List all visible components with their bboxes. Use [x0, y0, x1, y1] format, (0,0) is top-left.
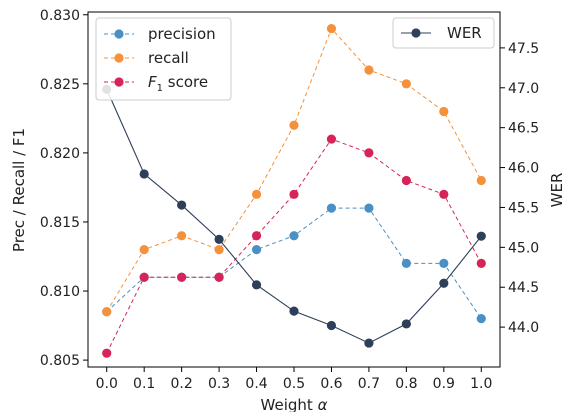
series-point-wer: [326, 320, 337, 331]
x-tick-label: 0.7: [358, 376, 380, 392]
series-line-f1: [106, 138, 482, 354]
series-point-f1: [476, 258, 486, 269]
series-line-precision: [106, 207, 482, 319]
series-point-f1: [364, 148, 374, 158]
series-point-precision: [326, 203, 337, 213]
series-point-f1: [177, 272, 187, 282]
y-axis-right-label: WER: [548, 173, 566, 208]
legend-left-marker: [114, 29, 124, 39]
series-point-wer: [139, 169, 149, 179]
series-point-f1: [439, 189, 449, 199]
x-tick-label: 1.0: [470, 376, 492, 392]
series-point-recall: [439, 106, 449, 117]
legend-left-marker: [114, 53, 124, 63]
series-point-recall: [476, 175, 486, 186]
y-right-tick-label: 45.5: [508, 200, 539, 216]
x-axis: 0.0 0.1 0.2 0.3 0.4 0.5 0.6 0.7 0.8 0.9 1.0: [96, 367, 492, 392]
series-point-wer: [177, 200, 187, 210]
y-left-tick-label: 0.810: [40, 284, 80, 300]
legend-right: WER: [392, 17, 495, 49]
y-left-tick-label: 0.820: [40, 146, 80, 162]
x-tick-label: 0.2: [171, 376, 193, 392]
series-point-f1: [139, 272, 149, 282]
x-axis-label-text: Weight: [261, 396, 318, 412]
y-right-tick-label: 46.5: [508, 121, 539, 137]
series-point-recall: [289, 120, 299, 130]
x-tick-label: 0.6: [320, 376, 342, 392]
legend-left-entries: precision recall F1 score: [104, 25, 216, 94]
series-point-precision: [476, 314, 486, 324]
series-point-recall: [102, 307, 112, 317]
series-point-precision: [439, 258, 449, 269]
legend-left-label: F1 score: [148, 73, 208, 94]
series-point-precision: [251, 244, 262, 255]
series-point-precision: [364, 203, 374, 213]
y-right-tick-label: 45.0: [508, 240, 539, 256]
series-point-f1: [102, 348, 112, 358]
legend-right-box: [392, 17, 495, 49]
y-left-tick-label: 0.815: [40, 215, 80, 231]
x-tick-label: 0.4: [245, 376, 267, 392]
x-tick-label: 0.9: [433, 376, 455, 392]
y-left-tick-label: 0.825: [40, 77, 80, 93]
legend-left: precision recall F1 score: [95, 17, 232, 101]
legend-left-label: precision: [148, 25, 216, 43]
legend-right-marker: [411, 28, 421, 38]
x-tick-label: 0.5: [283, 376, 305, 392]
series-point-wer: [439, 278, 449, 288]
y-left-tick-label: 0.805: [40, 353, 80, 369]
y-right-tick-label: 44.0: [508, 320, 539, 336]
legend-right-label: WER: [447, 24, 482, 42]
series-point-recall: [251, 189, 262, 199]
x-axis-label-symbol: α: [318, 396, 328, 412]
series-point-recall: [177, 231, 187, 241]
series-point-f1: [401, 175, 411, 186]
y-left-tick-label: 0.830: [40, 8, 80, 24]
x-tick-label: 0.0: [96, 376, 118, 392]
series-point-wer: [364, 338, 374, 348]
y-axis-left: 0.805 0.810 0.815 0.820 0.825 0.830: [40, 8, 88, 369]
series-point-f1: [251, 231, 262, 241]
series-point-f1: [214, 272, 224, 282]
series-point-f1: [326, 134, 337, 144]
legend-left-box: [95, 17, 232, 101]
legend-left-label: recall: [148, 49, 189, 67]
x-axis-label: Weight α: [261, 396, 328, 412]
legend-left-marker: [114, 77, 124, 87]
series-point-precision: [289, 231, 299, 241]
x-tick-label: 0.1: [133, 376, 155, 392]
y-right-tick-label: 46.0: [508, 161, 539, 177]
series-point-recall: [139, 244, 149, 255]
series-point-recall: [326, 23, 337, 34]
series-point-precision: [401, 258, 411, 269]
series-point-wer: [289, 306, 299, 316]
series-point-wer: [214, 234, 224, 244]
series-point-recall: [364, 65, 374, 75]
y-right-tick-label: 44.5: [508, 280, 539, 296]
legend-right-entries: WER: [401, 24, 482, 42]
series-point-recall: [401, 79, 411, 89]
series-point-wer: [251, 280, 262, 290]
y-right-tick-label: 47.5: [508, 41, 539, 57]
x-tick-label: 0.3: [208, 376, 230, 392]
series-point-wer: [401, 319, 411, 329]
y-axis-left-label: Prec / Recall / F1: [10, 128, 28, 252]
series-point-f1: [289, 189, 299, 199]
plot-layer: [102, 23, 486, 358]
series-point-wer: [476, 231, 486, 241]
y-right-tick-label: 47.0: [508, 81, 539, 97]
series-point-recall: [214, 244, 224, 255]
x-tick-label: 0.8: [395, 376, 417, 392]
y-axis-right: 44.0 44.5 45.0 45.5 46.0 46.5 47.0 47.5: [500, 41, 539, 336]
